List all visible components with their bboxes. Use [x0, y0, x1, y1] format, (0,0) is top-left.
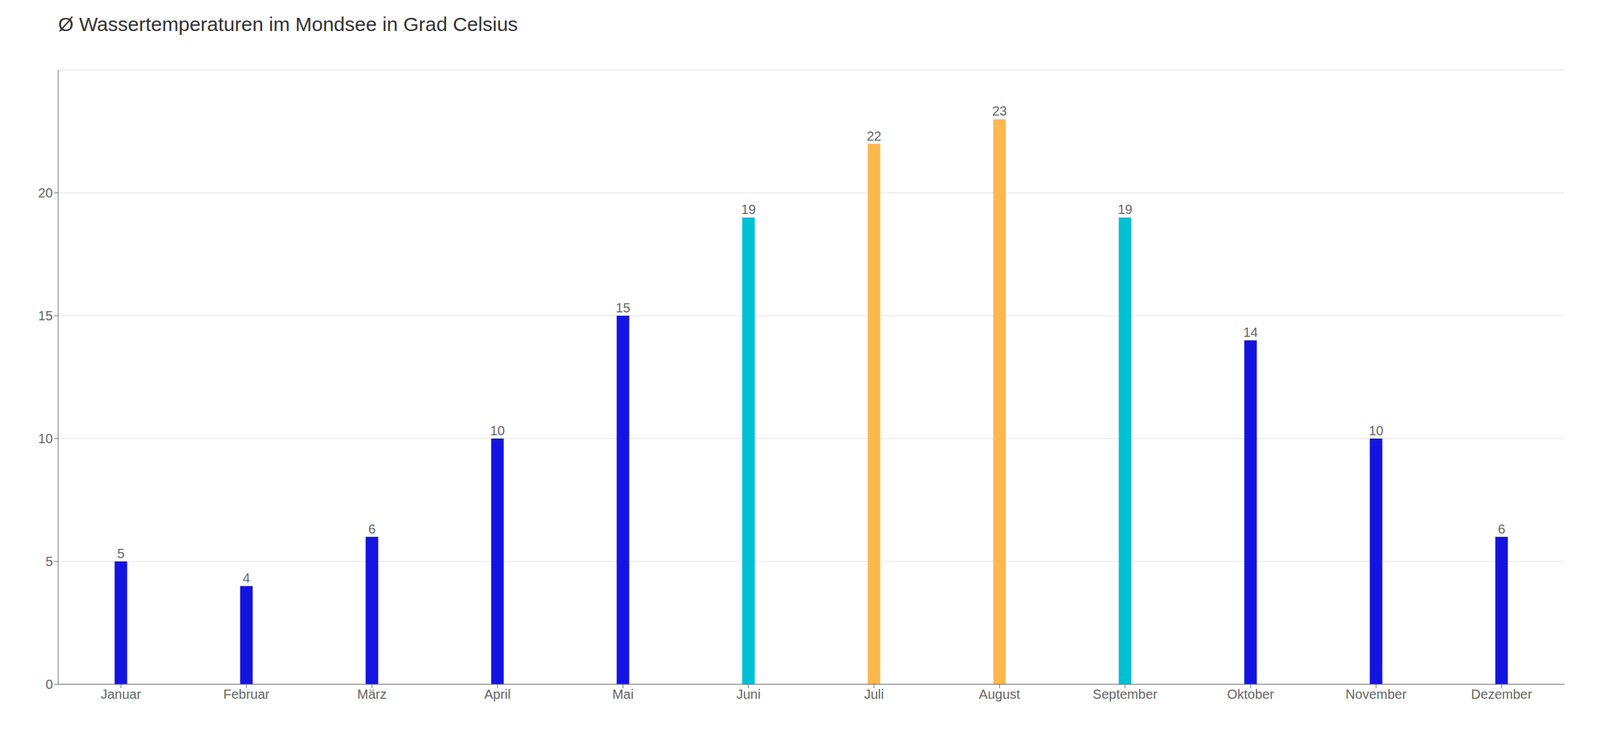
svg-text:15: 15: [615, 300, 631, 316]
svg-text:22: 22: [866, 128, 882, 144]
svg-text:0: 0: [45, 677, 53, 692]
svg-text:6: 6: [1497, 521, 1505, 537]
svg-text:September: September: [1092, 687, 1158, 702]
svg-text:Dezember: Dezember: [1471, 687, 1533, 702]
html-text:Ø Wassertemperaturen im Mondse: Ø Wassertemperaturen im Mondsee in Grad …: [58, 13, 518, 36]
svg-text:August: August: [979, 687, 1021, 702]
svg-text:19: 19: [741, 202, 756, 217]
svg-text:April: April: [484, 687, 511, 702]
svg-text:Januar: Januar: [100, 687, 141, 702]
svg-text:5: 5: [116, 546, 125, 561]
svg-text:15: 15: [38, 308, 53, 324]
svg-text:Februar: Februar: [223, 687, 270, 702]
svg-text:6: 6: [367, 521, 376, 537]
svg-text:14: 14: [1243, 325, 1258, 340]
svg-text:März: März: [357, 687, 387, 702]
svg-text:5: 5: [45, 554, 53, 569]
svg-text:November: November: [1345, 687, 1408, 702]
svg-text:10: 10: [1368, 423, 1384, 438]
svg-text:20: 20: [38, 185, 53, 201]
svg-text:19: 19: [1117, 202, 1133, 217]
svg-text:23: 23: [992, 103, 1007, 119]
svg-text:Juni: Juni: [736, 687, 762, 702]
svg-text:10: 10: [490, 423, 505, 438]
svg-text:10: 10: [38, 431, 53, 446]
svg-text:Oktober: Oktober: [1226, 687, 1274, 702]
svg-text:Mai: Mai: [612, 687, 634, 702]
svg-text:Juli: Juli: [864, 687, 884, 702]
svg-text:4: 4: [242, 570, 250, 586]
